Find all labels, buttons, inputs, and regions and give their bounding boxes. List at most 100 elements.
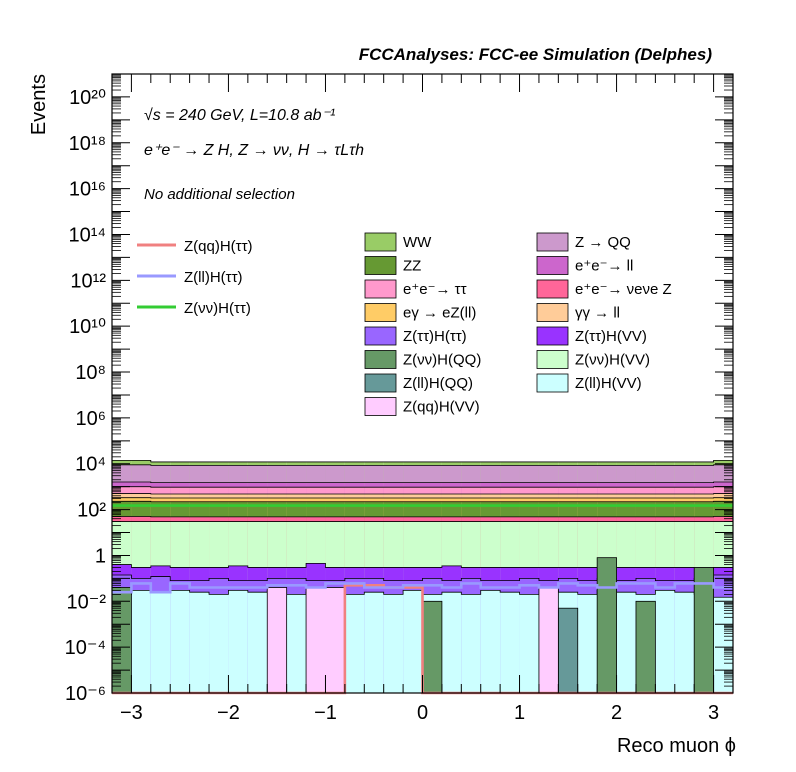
- legend-swatch-z-h-vv: [536, 326, 569, 346]
- bars-z-ll-h-qq: [557, 607, 579, 694]
- small-bar: [538, 587, 559, 694]
- y-tick-label: 10¹⁶: [69, 179, 106, 201]
- legend-swatch-z-h: [364, 326, 397, 346]
- stack-bar: [189, 592, 210, 693]
- stacked-histogram: [111, 459, 733, 695]
- legend-swatch-z-h-vv: [536, 350, 569, 369]
- signal-line-z-ll-h: [112, 582, 733, 594]
- stack-outline: [112, 464, 733, 466]
- bars-z-qq-h-vv: [266, 587, 559, 694]
- small-bar: [693, 567, 714, 694]
- stack-bar: [247, 592, 268, 693]
- y-tick-label: 10⁻²: [67, 591, 107, 613]
- stack-bar: [209, 594, 229, 693]
- selection-label: No additional selection: [144, 186, 295, 203]
- legend-swatch-ll: [536, 303, 569, 322]
- legend-label-z-qq-h-vv: Z(qq)H(VV): [403, 399, 480, 416]
- legend: Z(qq)H(ττ) Z(ll)H(ττ) Z(νν)H(ττ) WW Z → QQ ZZ…: [137, 232, 672, 416]
- stack-outline: [112, 574, 733, 581]
- energy-lumi-label: √s = 240 GeV, L=10.8 ab⁻¹: [144, 107, 335, 124]
- legend-label-z-h-vv: Z(ττ)H(VV): [575, 328, 647, 345]
- legend-label-z-h-vv: Z(νν)H(VV): [575, 352, 650, 369]
- legend-label-z-h: Z(ττ)H(ττ): [403, 328, 467, 345]
- stack-bar: [519, 594, 539, 693]
- y-tick-label: 10¹⁴: [69, 224, 107, 246]
- legend-label-z-h-qq: Z(νν)H(QQ): [403, 352, 481, 369]
- legend-label-ww: WW: [403, 234, 432, 251]
- legend-label-z-ll-h-qq: Z(ll)H(QQ): [403, 375, 473, 392]
- stack-bar: [480, 590, 501, 693]
- y-tick-label: 1: [95, 545, 106, 567]
- legend-swatch-z-ll-h-qq: [364, 373, 397, 393]
- x-axis-label: Reco muon ϕ: [617, 735, 736, 757]
- legend-swatch-zz: [364, 256, 397, 275]
- legend-label-zz: ZZ: [403, 258, 421, 275]
- legend-label-z-qq-h: Z(qq)H(ττ): [184, 238, 253, 255]
- legend-label-z-h: Z(νν)H(ττ): [184, 300, 251, 317]
- y-tick-label: 10²⁰: [69, 87, 106, 109]
- small-bar: [266, 587, 288, 694]
- x-tick-label: −1: [314, 702, 337, 724]
- legend-swatch-e-e-ll: [536, 256, 569, 275]
- stack-bar: [364, 592, 384, 693]
- legend-label-z-ll-h-vv: Z(ll)H(VV): [575, 375, 642, 392]
- stack-bar: [131, 590, 151, 693]
- y-tick-label: 10¹⁸: [69, 133, 106, 155]
- stack-bar: [713, 597, 733, 693]
- x-tick-label: 3: [708, 702, 719, 724]
- y-tick-label: 10⁻⁴: [65, 637, 106, 659]
- plot-frame: [111, 73, 734, 694]
- y-tick-label: 10⁶: [76, 408, 106, 430]
- x-tick-label: −3: [120, 702, 143, 724]
- y-axis-label: Events: [28, 74, 50, 135]
- stack-bar: [655, 590, 675, 693]
- small-bar: [635, 600, 656, 694]
- legend-swatch-z-h-qq: [364, 350, 397, 369]
- process-label: e⁺e⁻ → Z H, Z → νν, H → τLτh: [144, 142, 364, 159]
- stack-bar: [674, 592, 695, 693]
- y-tick-label: 10⁴: [75, 454, 106, 476]
- small-bar: [557, 607, 579, 694]
- tick-labels: −3 −2 −1 0 1 2 3 10⁻⁶ 10⁻⁴ 10⁻² 1 10² 10⁴ 10⁶ 10⁸ 10¹⁰ 1…: [65, 87, 720, 724]
- legend-swatch-z-ll-h-vv: [536, 373, 569, 393]
- legend-label-e-e-ll: e⁺e⁻→ ll: [575, 258, 633, 275]
- small-bar: [422, 600, 443, 694]
- stack-bar: [344, 594, 365, 693]
- stack-outline: [112, 481, 733, 484]
- plot-title: FCCAnalyses: FCC-ee Simulation (Delphes): [359, 45, 713, 64]
- x-tick-label: 2: [611, 702, 622, 724]
- x-tick-label: −2: [217, 702, 240, 724]
- legend-label-e-e-e-e-z: e⁺e⁻→ νeνe Z: [575, 281, 672, 298]
- stack-outline: [112, 486, 733, 488]
- legend-swatch-z-qq-h-vv: [364, 397, 397, 416]
- stack-bar: [577, 594, 598, 693]
- stack-bar: [170, 590, 190, 693]
- bars-z-h-qq: [111, 557, 714, 694]
- legend-swatch-e-ez-ll: [364, 303, 397, 322]
- stack-bar: [461, 594, 481, 693]
- stack-bar: [286, 594, 307, 693]
- legend-label-e-ez-ll: eγ → eZ(ll): [403, 305, 476, 322]
- legend-swatch-e-e: [364, 279, 397, 299]
- stack-bar: [228, 590, 248, 693]
- stack-bar: [616, 592, 636, 693]
- x-tick-label: 1: [514, 702, 525, 724]
- stack-bar: [403, 590, 423, 693]
- x-tick-label: 0: [417, 702, 428, 724]
- y-tick-label: 10¹²: [70, 270, 106, 292]
- y-tick-label: 10⁸: [75, 362, 106, 384]
- legend-label-z-qq: Z → QQ: [575, 234, 631, 251]
- stack-outline: [112, 459, 733, 463]
- legend-swatch-ww: [364, 232, 397, 252]
- stack-bar: [500, 592, 520, 693]
- legend-label-ll: γγ → ll: [575, 305, 620, 322]
- legend-label-e-e: e⁺e⁻→ ττ: [403, 281, 467, 298]
- legend-swatch-e-e-e-e-z: [536, 279, 569, 299]
- small-bar: [596, 557, 617, 694]
- y-tick-label: 10⁻⁶: [65, 683, 106, 705]
- legend-swatch-z-qq: [536, 232, 569, 252]
- y-tick-label: 10¹⁰: [69, 316, 106, 338]
- y-tick-label: 10²: [77, 500, 106, 522]
- stack-bar: [383, 594, 404, 693]
